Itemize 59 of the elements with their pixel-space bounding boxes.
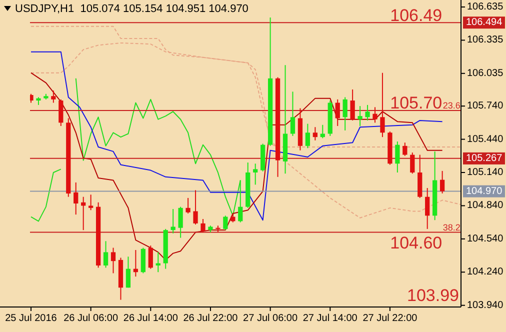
x-tick-label: 26 Jul 06:00 [64,313,118,324]
candlestick [193,190,198,226]
candlestick [253,163,258,186]
candlestick [305,123,310,149]
candlestick [320,124,325,139]
annotation: 38.2 [442,222,460,232]
candlestick [425,187,430,230]
x-tick-label: 27 Jul 22:00 [362,313,418,324]
chart-title: USDJPY,H1 105.074 105.154 104.951 104.970 [15,3,248,15]
candlestick [126,256,131,288]
candlestick [290,91,296,136]
y-tick-label: 106.335 [467,34,504,46]
y-tick-label: 104.840 [467,200,504,212]
candlestick [223,215,228,231]
ref-line-label: 104.970 [466,186,503,197]
candlestick [342,96,348,131]
candlestick [372,106,378,124]
candlestick [335,98,340,126]
y-tick-label: 103.940 [467,300,504,311]
y-tick-label: 105.140 [467,166,504,178]
annotation: 103.99 [407,286,459,305]
candlestick [440,170,445,194]
candlestick [51,90,56,104]
candlestick [186,197,190,214]
x-tick-label: 27 Jul 06:00 [243,313,298,324]
candlestick [110,247,116,274]
ref-line-label: 105.267 [466,152,503,164]
candlestick [200,218,206,233]
y-tick-label: 104.540 [467,233,504,244]
y-tick-label: 105.440 [467,134,504,145]
x-tick-label: 26 Jul 22:00 [183,313,238,324]
candlestick [148,245,153,270]
candlestick [402,142,408,156]
y-tick-label: 106.635 [467,1,504,12]
ref-line-label: 106.494 [466,17,503,28]
candlestick [103,240,108,268]
candlestick [74,182,78,216]
candlestick [58,98,64,126]
annotation: 106.49 [390,6,442,26]
candlestick [178,206,183,238]
x-tick-label: 27 Jul 14:00 [302,313,358,324]
candlestick [380,72,385,138]
candlestick [312,126,318,141]
x-tick-label: 25 Jul 2016 [5,313,58,324]
y-tick-label: 106.035 [467,68,504,79]
y-tick-label: 104.240 [467,266,504,278]
annotation: 104.60 [390,233,442,252]
annotation: 105.70 [390,93,442,112]
y-tick-label: 105.740 [467,100,504,112]
candlestick [88,194,94,211]
candlestick [365,104,370,121]
candlestick [350,88,355,121]
x-tick-label: 26 Jul 14:00 [123,313,178,324]
candlestick [358,106,362,126]
candlestick [395,140,400,173]
candlestick [410,152,415,174]
candlestick [140,247,146,274]
annotation: 23.6 [442,100,460,110]
candlestick [170,208,176,234]
